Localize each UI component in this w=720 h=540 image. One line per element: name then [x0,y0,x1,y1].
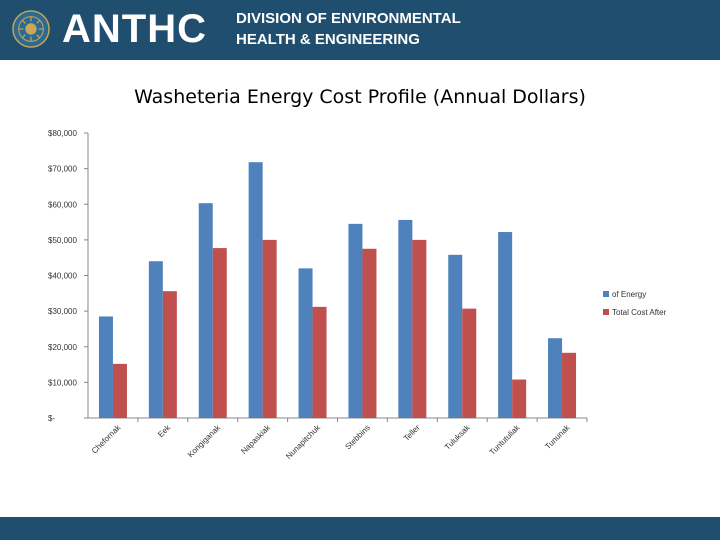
bar-cost-after [212,248,227,418]
bar-energy [548,338,563,418]
y-tick-label: $70,000 [48,165,77,174]
x-category-label: Eek [156,422,173,439]
x-category-label: Tununak [543,422,572,451]
y-tick-label: $40,000 [48,272,77,281]
legend-swatch-energy [603,291,609,297]
y-tick-label: $- [48,414,55,423]
x-category-label: Napaskiak [239,422,272,455]
bar-energy [298,268,313,418]
legend-label: of Energy [612,290,646,299]
division-name: DIVISION OF ENVIRONMENTAL HEALTH & ENGIN… [236,8,461,50]
anthc-seal-icon [12,10,50,48]
bar-cost-after [512,379,527,418]
bar-energy [198,203,213,418]
bar-cost-after [412,239,427,418]
bar-energy [148,261,163,418]
bar-energy [348,223,363,418]
footer-band [0,517,720,540]
x-category-label: Teller [402,423,422,443]
legend-swatch-cost-after [603,309,609,315]
bar-cost-after [312,306,327,418]
y-tick-label: $60,000 [48,200,77,209]
y-tick-label: $80,000 [48,129,77,138]
bar-cost-after [462,308,477,418]
bar-energy [448,254,463,418]
legend-label: Total Cost After [612,308,667,317]
x-category-label: Chefornak [90,422,123,455]
bar-cost-after [112,363,127,418]
bar-energy [498,232,513,418]
division-line-2: HEALTH & ENGINEERING [236,31,420,48]
y-tick-label: $30,000 [48,307,77,316]
y-tick-label: $10,000 [48,378,77,387]
brand-logo-text: ANTHC [62,7,207,51]
bar-energy [98,316,113,418]
chart-title: Washeteria Energy Cost Profile (Annual D… [134,86,586,108]
bar-cost-after [162,291,177,418]
bar-energy [248,162,263,418]
x-category-label: Kongiganak [186,422,223,459]
header-banner: ANTHC DIVISION OF ENVIRONMENTAL HEALTH &… [0,0,720,60]
bar-energy [398,219,413,418]
x-category-label: Nunapitchuk [284,422,323,461]
bar-cost-after [262,239,277,418]
y-tick-label: $20,000 [48,343,77,352]
y-tick-label: $50,000 [48,236,77,245]
bar-cost-after [562,352,577,418]
bar-cost-after [362,248,377,418]
x-category-label: Tuntutuliak [488,422,523,457]
x-category-label: Tuluksak [443,422,472,451]
x-category-label: Stebbins [343,423,371,451]
division-line-1: DIVISION OF ENVIRONMENTAL [236,10,461,27]
